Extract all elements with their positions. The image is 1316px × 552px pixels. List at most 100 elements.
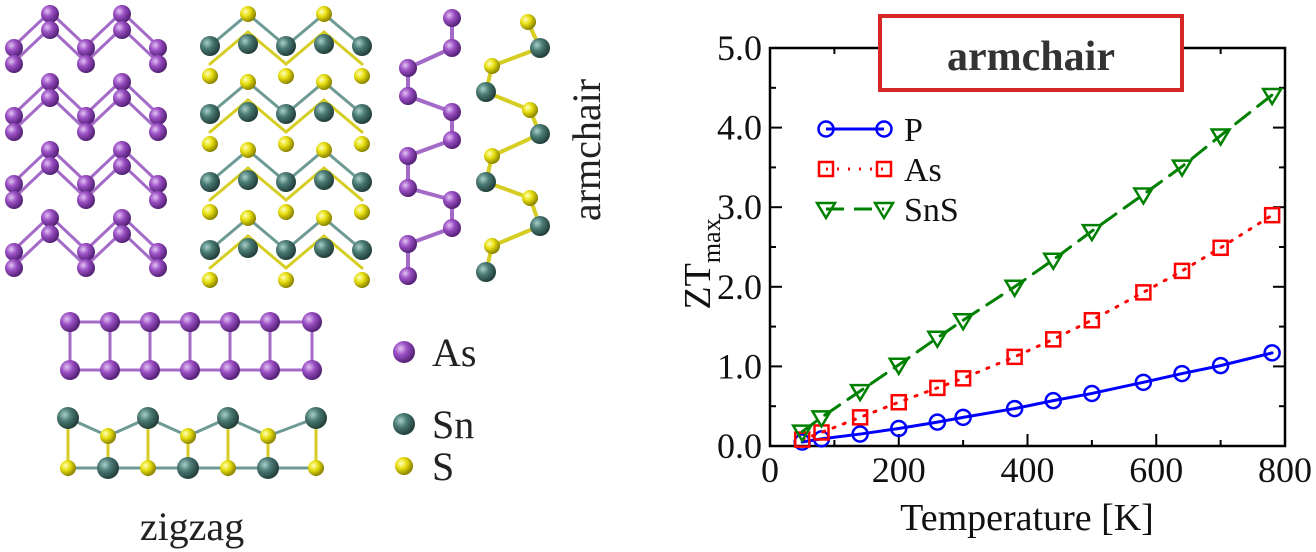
as-atom: [220, 360, 240, 380]
sn-atom: [137, 407, 159, 429]
legend-label: SnS: [904, 192, 959, 229]
plot-frame: [768, 46, 1287, 448]
y-tick-label: 5.0: [717, 28, 762, 68]
s-atom: [60, 460, 76, 476]
x-tick-label: 0: [761, 450, 779, 490]
as-atom: [77, 175, 95, 193]
as-atom: [113, 141, 131, 159]
s-atom: [240, 74, 256, 90]
data-point-sns: [1003, 279, 1026, 299]
legend-marker: [872, 201, 896, 221]
sn-atom: [57, 407, 79, 429]
as-atom: [100, 312, 120, 332]
as-atom: [5, 107, 23, 125]
atom-legend-marker-sn: [393, 413, 415, 435]
arsenene-zigzag-view: [60, 312, 322, 380]
data-point-sns: [790, 424, 814, 444]
series-as: [793, 206, 1281, 448]
s-atom: [316, 210, 332, 226]
as-atom: [77, 243, 95, 261]
data-point-as: [1263, 206, 1281, 224]
as-atom: [41, 157, 59, 175]
sn-atom: [97, 457, 119, 479]
as-atom: [41, 5, 59, 23]
sn-atom: [238, 170, 258, 190]
data-point-p: [1083, 384, 1101, 403]
as-atom: [5, 55, 23, 73]
data-point-sns: [1042, 252, 1065, 272]
y-axis-label: ZTmax: [677, 218, 726, 309]
data-point-as: [1212, 239, 1229, 257]
data-point-as: [929, 379, 946, 397]
sn-atom: [200, 36, 220, 56]
x-tick-label: 800: [1258, 450, 1312, 490]
data-point-p: [954, 408, 972, 427]
s-atom: [240, 142, 256, 158]
sn-atom: [238, 238, 258, 258]
y-tick-label: 3.0: [717, 187, 762, 227]
sn-atom: [476, 262, 496, 282]
s-atom: [202, 272, 218, 288]
sn-atom: [217, 407, 239, 429]
sn-atom: [238, 34, 258, 54]
data-point-sns: [810, 410, 833, 429]
series-line-p: [800, 351, 1274, 444]
sns-zigzag-view: [57, 407, 327, 479]
s-atom: [354, 68, 370, 84]
sns-side-view: [476, 14, 550, 282]
data-point-sns: [926, 330, 949, 350]
s-atom: [354, 272, 370, 288]
data-point-p: [928, 413, 947, 431]
s-atom: [484, 58, 500, 74]
s-atom: [316, 142, 332, 158]
as-atom: [443, 191, 461, 209]
crystal-structures-panel: armchair zigzag As SnS: [5, 5, 609, 549]
y-tick-label: 1.0: [717, 346, 762, 386]
as-atom: [260, 312, 280, 332]
data-point-sns: [848, 383, 872, 403]
data-point-as: [890, 393, 907, 411]
data-point-sns: [1170, 159, 1194, 179]
data-point-sns: [1260, 87, 1284, 107]
data-point-as: [954, 370, 972, 387]
as-atom: [149, 175, 167, 193]
sn-atom: [200, 240, 220, 260]
sn-atom: [314, 102, 334, 122]
legend-marker: [817, 160, 835, 178]
sn-atom: [177, 457, 199, 479]
as-atom: [41, 89, 59, 107]
data-point-sns: [1209, 128, 1232, 147]
s-atom: [278, 272, 294, 288]
s-atom: [278, 68, 294, 84]
sn-atom: [276, 36, 296, 56]
as-atom: [113, 21, 131, 39]
sn-atom: [305, 407, 327, 429]
atom-legend-marker-as: [393, 341, 415, 363]
data-point-p: [1263, 344, 1281, 362]
as-atom: [443, 39, 461, 57]
sn-atom: [238, 102, 258, 122]
sn-atom: [352, 36, 372, 56]
as-atom: [399, 147, 417, 165]
s-atom: [278, 204, 294, 220]
atom-legend-label-sn: Sn: [432, 402, 474, 447]
s-atom: [220, 460, 236, 476]
s-atom: [278, 136, 294, 152]
as-atom: [60, 360, 80, 380]
sn-atom: [530, 124, 550, 144]
y-tick-label: 4.0: [717, 108, 762, 148]
s-atom: [202, 136, 218, 152]
as-atom: [443, 9, 461, 27]
s-atom: [316, 6, 332, 22]
sn-atom: [314, 170, 334, 190]
as-atom: [77, 107, 95, 125]
s-atom: [180, 428, 196, 444]
s-atom: [202, 68, 218, 84]
as-atom: [302, 360, 322, 380]
as-atom: [399, 87, 417, 105]
data-point-as: [1135, 284, 1152, 301]
data-point-as: [1083, 311, 1101, 329]
as-atom: [399, 179, 417, 197]
data-point-sns: [1132, 187, 1155, 206]
atom-legend-marker-s: [395, 457, 413, 475]
